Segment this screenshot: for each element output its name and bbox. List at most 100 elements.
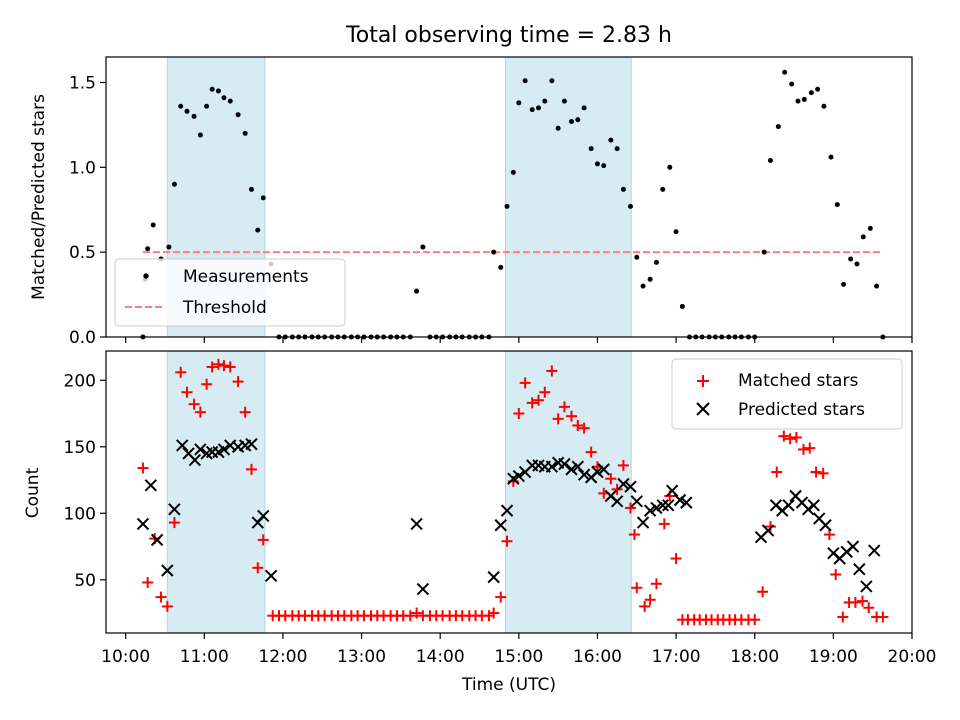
bot-plus-point-0-67 xyxy=(572,419,584,431)
x-tick-label: 15:00 xyxy=(494,647,543,667)
top-dot-point-0-8 xyxy=(184,108,190,114)
bot-plus-point-0-73 xyxy=(611,483,623,495)
bot-cross-point-1-43 xyxy=(624,480,637,493)
bot-plus-point-0-59 xyxy=(519,377,531,389)
bot-cross-point-1-54 xyxy=(761,524,775,537)
bot-plus-point-0-74 xyxy=(617,459,629,471)
bot-plus-point-0-78 xyxy=(639,600,651,612)
bot-cross-point-1-52 xyxy=(680,496,693,509)
bot-plus-point-0-61 xyxy=(532,394,544,406)
top-dot-point-0-14 xyxy=(221,95,227,101)
bot-plus-point-0-96 xyxy=(749,614,761,626)
top-dot-point-0-55 xyxy=(491,249,497,255)
bot-plus-point-0-58 xyxy=(513,408,525,420)
bot-plus-point-0-69 xyxy=(585,446,597,458)
top-dot-point-0-69 xyxy=(581,105,587,111)
top-dot-point-0-64 xyxy=(549,78,555,84)
bot-plus-point-0-56 xyxy=(501,535,513,547)
top-dot-point-0-107 xyxy=(834,202,840,208)
bot-plus-point-0-64 xyxy=(552,413,564,425)
top-dot-point-0-102 xyxy=(801,96,807,102)
bot-plus-point-0-107 xyxy=(823,529,835,541)
top-dot-point-0-112 xyxy=(867,225,873,231)
bot-cross-point-1-12 xyxy=(217,443,231,456)
top-dot-point-0-57 xyxy=(504,203,510,209)
top-dot-point-0-68 xyxy=(575,117,581,123)
top-dot-point-0-19 xyxy=(255,227,261,233)
bot-plus-point-0-16 xyxy=(239,406,251,418)
x-tick-label: 16:00 xyxy=(573,647,622,667)
top-dot-point-0-105 xyxy=(821,103,827,109)
bot-cross-point-1-35 xyxy=(571,460,585,473)
bot-plus-point-0-63 xyxy=(546,365,558,377)
bot-plus-point-0-79 xyxy=(644,594,656,606)
bot-cross-point-1-68 xyxy=(853,562,866,576)
bot-plus-point-0-3 xyxy=(155,591,167,603)
bot-plus-point-0-75 xyxy=(624,502,636,514)
bot-cross-point-1-7 xyxy=(188,453,202,467)
bot-y-tick-label: 150 xyxy=(64,438,96,458)
top-dot-point-0-101 xyxy=(795,98,801,104)
bot-plus-point-0-111 xyxy=(849,596,861,608)
top-dot-point-0-76 xyxy=(627,203,633,209)
top-dot-point-0-113 xyxy=(874,283,880,289)
bot-plus-point-0-42 xyxy=(411,607,423,619)
top-dot-point-0-63 xyxy=(542,98,548,104)
bot-cross-point-1-3 xyxy=(161,564,174,577)
top-y-tick-label: 0.5 xyxy=(69,243,96,263)
bot-cross-point-1-70 xyxy=(868,544,881,557)
top-dot-point-0-15 xyxy=(227,98,233,104)
top-dot-point-0-79 xyxy=(647,276,653,282)
bot-cross-point-1-5 xyxy=(176,439,189,452)
bottom-y-axis-label: Count xyxy=(23,467,43,518)
bot-plus-point-0-4 xyxy=(161,600,173,612)
top-dot-point-0-104 xyxy=(815,86,821,92)
bot-plus-point-0-18 xyxy=(252,562,264,574)
bot-cross-point-1-18 xyxy=(257,509,270,523)
bot-plus-point-0-8 xyxy=(188,398,200,410)
bot-plus-point-0-54 xyxy=(488,607,500,619)
bot-cross-point-1-34 xyxy=(565,463,578,476)
bot-plus-point-0-108 xyxy=(830,568,842,580)
top-y-axis-label: Matched/Predicted stars xyxy=(29,94,49,300)
x-tick-label: 20:00 xyxy=(888,647,937,667)
bot-plus-point-0-60 xyxy=(526,397,538,409)
bot-cross-point-1-60 xyxy=(801,503,815,516)
bot-cross-point-1-16 xyxy=(245,437,258,451)
bot-plus-point-0-66 xyxy=(566,410,578,422)
bot-cross-point-1-51 xyxy=(673,493,687,507)
bot-cross-point-1-49 xyxy=(662,499,675,512)
top-dot-point-0-59 xyxy=(516,100,522,106)
top-dot-point-0-62 xyxy=(535,105,541,111)
bot-plus-point-0-5 xyxy=(168,517,180,529)
top-dot-point-0-5 xyxy=(166,244,172,250)
bot-cross-point-1-57 xyxy=(782,499,795,512)
x-tick-label: 11:00 xyxy=(180,647,229,667)
bot-plus-point-0-11 xyxy=(206,361,218,373)
top-dot-point-0-11 xyxy=(204,103,210,109)
top-dot-point-0-77 xyxy=(634,254,640,260)
top-dot-point-0-100 xyxy=(789,81,795,87)
bot-cross-point-1-4 xyxy=(168,503,181,516)
bot-cross-point-1-24 xyxy=(500,504,514,517)
bot-cross-point-1-36 xyxy=(577,468,591,481)
bot-cross-point-1-39 xyxy=(597,463,610,476)
bot-plus-point-0-109 xyxy=(837,611,849,623)
bot-cross-point-1-67 xyxy=(846,540,860,553)
bot-plus-point-0-80 xyxy=(650,578,662,590)
bot-cross-point-1-44 xyxy=(630,495,643,508)
bot-cross-point-1-50 xyxy=(665,484,679,497)
bot-plus-point-0-98 xyxy=(764,521,776,533)
top-dot-point-0-109 xyxy=(848,256,854,262)
bot-plus-point-0-81 xyxy=(658,518,670,530)
bottom-panel-frame xyxy=(105,350,913,634)
top-dot-point-0-43 xyxy=(414,288,420,294)
chart-title: Total observing time = 2.83 h xyxy=(345,23,672,48)
bot-plus-point-0-97 xyxy=(757,586,769,598)
bot-plus-point-0-83 xyxy=(670,553,682,565)
top-dot-point-0-9 xyxy=(191,113,197,119)
top-dot-point-0-108 xyxy=(841,281,847,287)
top-shaded-interval-1 xyxy=(504,56,632,338)
legend-matched-label: Matched stars xyxy=(738,371,858,391)
bot-plus-point-0-72 xyxy=(605,473,617,485)
